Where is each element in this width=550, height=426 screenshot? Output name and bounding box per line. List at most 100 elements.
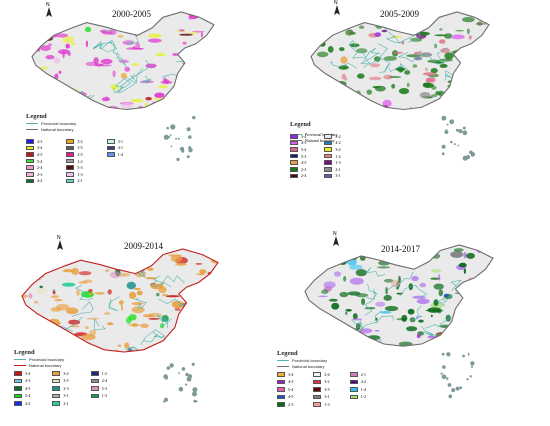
- change-patch: [145, 277, 157, 280]
- change-patch: [325, 30, 337, 33]
- change-patch: [147, 267, 154, 271]
- change-patch: [481, 52, 489, 57]
- change-patch: [455, 29, 465, 32]
- change-patch: [469, 71, 478, 75]
- legend-swatch-icon: [14, 386, 22, 391]
- change-patch: [55, 33, 69, 38]
- change-patch: [434, 34, 447, 37]
- provincial-boundary: [359, 51, 379, 65]
- change-patch: [418, 319, 424, 323]
- legend-title: Legend: [26, 113, 47, 120]
- change-patch: [305, 277, 312, 281]
- change-patch: [108, 109, 123, 110]
- panel-title: 2005-2009: [380, 9, 419, 19]
- change-patch: [466, 252, 475, 259]
- change-patch: [195, 69, 201, 74]
- provincial-boundary: [72, 301, 94, 317]
- legend-swatch-icon: [66, 178, 75, 184]
- provincial-boundary: [363, 47, 381, 61]
- change-patch: [199, 269, 207, 274]
- change-patch: [39, 81, 49, 83]
- provincial-boundary: [140, 329, 166, 345]
- change-patch: [396, 318, 407, 321]
- legend-item-label: 1-4: [360, 386, 367, 392]
- legend-item: 2-1: [66, 178, 83, 185]
- legend-item: 2-3: [52, 385, 69, 392]
- provincial-boundary: [92, 41, 104, 50]
- legend-swatch-icon: [349, 387, 358, 392]
- change-patch: [347, 99, 358, 103]
- change-patch: [444, 52, 454, 60]
- change-patch: [53, 343, 60, 349]
- legend-item-label: 4-3: [288, 379, 294, 385]
- change-patch: [84, 26, 92, 33]
- change-patch: [394, 253, 399, 257]
- legend-item: 2-3: [277, 401, 293, 408]
- island: [458, 129, 463, 134]
- legend-item: 1-2: [66, 158, 83, 165]
- provincial-boundary: [134, 59, 151, 78]
- change-patch: [99, 64, 112, 67]
- legend-item: 3-4: [290, 133, 306, 140]
- legend-item-label: 1-2: [101, 370, 108, 376]
- provincial-boundary: [156, 314, 172, 329]
- change-patch: [55, 303, 70, 311]
- change-patch: [444, 293, 449, 298]
- legend-swatch-grid: 3-4 4-3 5-4 4-5 2-3 2-4 3-2 3-5 3-1 1-3 2-1 4-2 1-4 1…: [277, 371, 366, 409]
- change-patch: [117, 344, 122, 347]
- change-patch: [431, 269, 442, 273]
- legend-swatch-icon: [66, 172, 75, 177]
- change-patch: [65, 43, 70, 49]
- land-area: [305, 245, 493, 347]
- legend-item-label: 2-5: [77, 151, 83, 157]
- china-map: [310, 11, 490, 161]
- change-patch: [147, 38, 162, 43]
- change-patch: [156, 101, 164, 108]
- legend-item-label: 4-5: [301, 160, 307, 166]
- legend-title: Legend: [14, 349, 35, 356]
- change-patch: [458, 262, 467, 268]
- change-patch: [117, 35, 124, 38]
- change-patch: [56, 322, 61, 325]
- change-patch: [107, 289, 112, 295]
- change-patch: [39, 45, 52, 51]
- change-patch: [103, 21, 111, 25]
- change-patch: [339, 291, 349, 298]
- legend-swatch-icon: [26, 158, 34, 164]
- legend-item-label: 4-5: [25, 385, 31, 391]
- legend-item: 4-3: [277, 379, 293, 386]
- change-patch: [343, 250, 352, 256]
- provincial-boundary: [364, 288, 377, 316]
- legend-item-label: 3-4: [25, 370, 31, 376]
- change-patch: [406, 82, 410, 88]
- island: [450, 140, 453, 144]
- island: [186, 376, 192, 382]
- change-patch: [409, 317, 416, 323]
- legend-item: 4-3: [26, 138, 42, 145]
- change-patch: [432, 110, 444, 117]
- island: [459, 386, 463, 389]
- change-patch: [131, 18, 136, 24]
- change-patch: [160, 80, 173, 85]
- change-patch: [321, 83, 325, 87]
- provincial-line-icon: [277, 359, 289, 361]
- legend-swatch-icon: [26, 172, 34, 177]
- provincial-label: Provincial boundary: [29, 356, 65, 362]
- change-patch: [76, 355, 81, 359]
- change-patch: [393, 350, 401, 356]
- legend-swatch-icon: [52, 378, 61, 384]
- island: [178, 386, 184, 392]
- change-patch: [310, 248, 316, 256]
- change-patch: [355, 293, 369, 298]
- change-patch: [35, 287, 47, 294]
- change-patch: [201, 317, 210, 322]
- legend-item: 3-5: [52, 378, 69, 385]
- legend-item: 3-5: [66, 145, 83, 152]
- provincial-boundary: [399, 284, 428, 299]
- north-label: N: [333, 231, 337, 237]
- change-patch: [132, 62, 140, 66]
- change-patch: [388, 345, 393, 347]
- change-patch: [80, 250, 93, 257]
- change-patch: [179, 33, 193, 36]
- legend-item: 3-4: [26, 145, 42, 152]
